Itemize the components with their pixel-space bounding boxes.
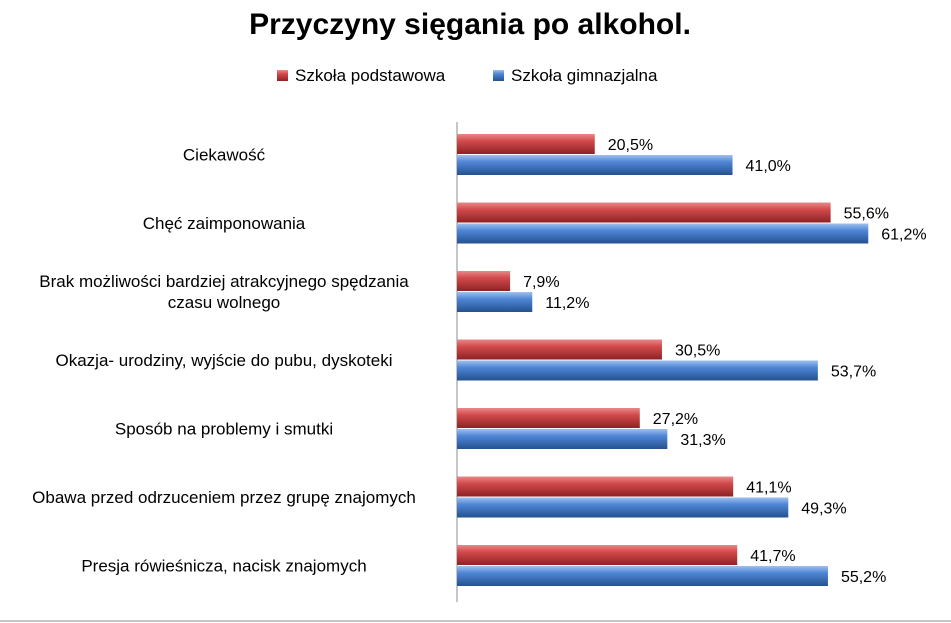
legend-swatch-middle-school <box>493 70 504 81</box>
bar-primary-school-2 <box>457 202 831 223</box>
value-label-primary-school-4: 30,5% <box>675 343 720 360</box>
legend-label-primary-school: Szkoła podstawowa <box>295 66 446 85</box>
value-label-middle-school-3: 11,2% <box>545 295 589 312</box>
bar-middle-school-2 <box>457 223 869 244</box>
value-label-middle-school-7: 55,2% <box>841 569 886 586</box>
bar-primary-school-1 <box>457 134 595 154</box>
bar-middle-school-4 <box>457 360 818 381</box>
bar-middle-school-5 <box>457 429 668 449</box>
category-label-2: Chęć zaimponowania <box>143 214 306 233</box>
value-label-middle-school-1: 41,0% <box>746 158 791 175</box>
bar-middle-school-1 <box>457 155 733 175</box>
value-label-middle-school-2: 61,2% <box>881 227 926 244</box>
bar-middle-school-7 <box>457 566 828 586</box>
category-label-5: Sposób na problemy i smutki <box>115 420 333 439</box>
value-label-primary-school-5: 27,2% <box>653 411 698 428</box>
bar-middle-school-3 <box>457 292 533 312</box>
category-label-3: Brak możliwości bardziej atrakcyjnego sp… <box>39 272 409 312</box>
legend-label-middle-school: Szkoła gimnazjalna <box>511 66 658 85</box>
value-labels-group: 20,5% 41,0% 55,6% 61,2% 7,9% 11,2% 30,5% 53,7% 2… <box>523 137 927 586</box>
category-label-1: Ciekawość <box>183 146 266 165</box>
value-label-primary-school-1: 20,5% <box>608 137 653 154</box>
value-label-middle-school-4: 53,7% <box>831 364 876 381</box>
category-labels-group: Ciekawość Chęć zaimponowania Brak możliwoś… <box>32 146 416 576</box>
value-label-middle-school-6: 49,3% <box>801 501 846 518</box>
value-label-primary-school-7: 41,7% <box>750 548 795 565</box>
value-label-middle-school-5: 31,3% <box>680 432 725 449</box>
bar-primary-school-4 <box>457 339 662 360</box>
bar-middle-school-6 <box>457 497 789 518</box>
category-label-7: Presja rówieśnicza, nacisk znajomych <box>81 557 366 576</box>
bar-primary-school-6 <box>457 476 734 497</box>
category-label-4: Okazja- urodziny, wyjście do pubu, dysko… <box>55 351 392 370</box>
legend-swatch-primary-school <box>277 70 288 81</box>
bar-primary-school-3 <box>457 271 511 291</box>
bars-group <box>457 134 869 586</box>
value-label-primary-school-6: 41,1% <box>746 480 791 497</box>
category-label-6: Obawa przed odrzuceniem przez grupę znaj… <box>32 488 416 507</box>
value-label-primary-school-3: 7,9% <box>523 274 559 291</box>
legend: Szkoła podstawowa Szkoła gimnazjalna <box>277 66 658 85</box>
chart-title: Przyczyny sięgania po alkohol. <box>249 8 691 41</box>
bar-primary-school-5 <box>457 408 640 428</box>
bar-primary-school-7 <box>457 545 738 565</box>
value-label-primary-school-2: 55,6% <box>844 206 889 223</box>
